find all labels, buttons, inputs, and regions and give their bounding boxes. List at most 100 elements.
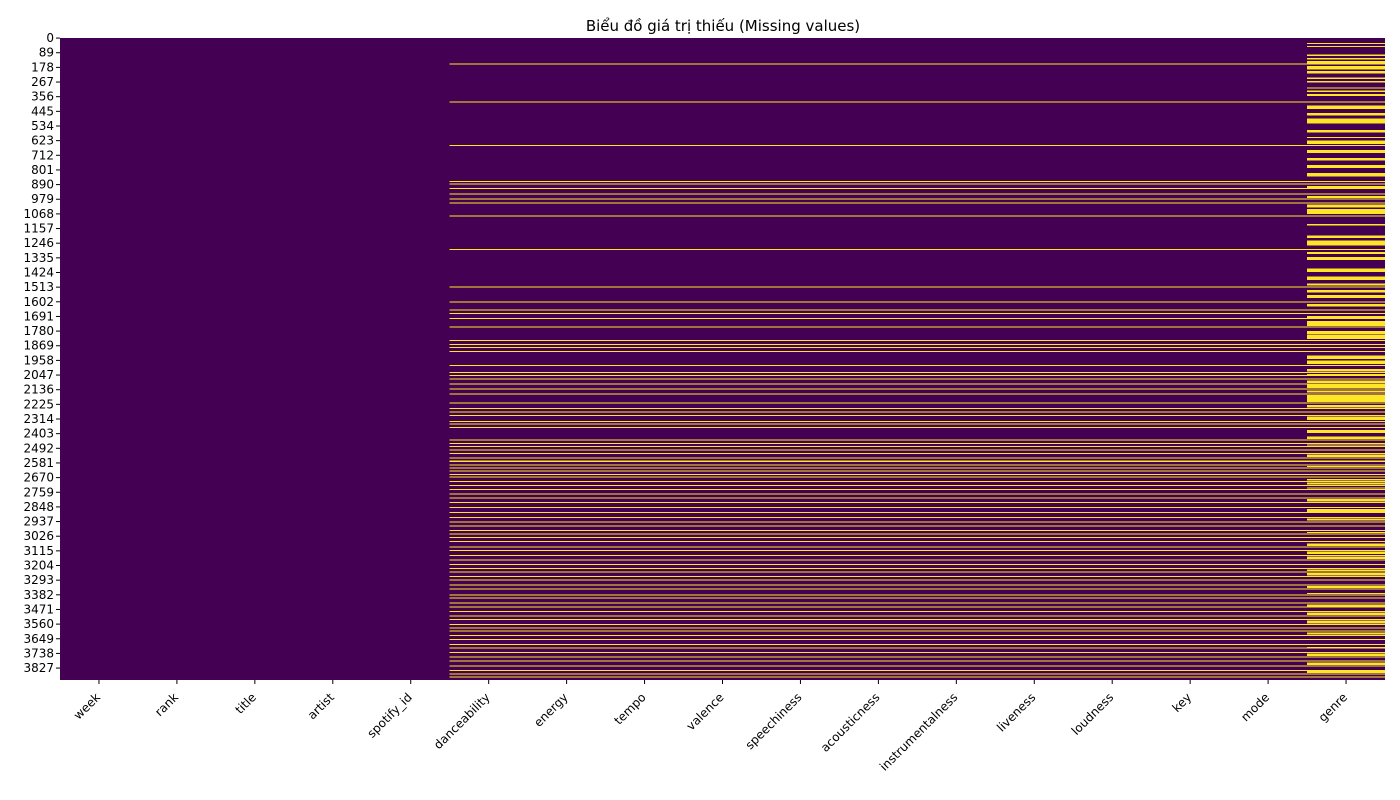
missing-band-audio-features [449, 414, 1385, 416]
missing-band-audio-features [449, 507, 1385, 509]
y-tick-label: 1513 [23, 280, 54, 294]
missing-band-audio-features [449, 427, 1385, 429]
y-tick-label: 3649 [23, 632, 54, 646]
missing-band-genre [1307, 604, 1385, 607]
missing-band-genre [1307, 405, 1385, 408]
missing-band-genre [1307, 224, 1385, 226]
missing-band-audio-features [449, 350, 1385, 352]
missing-band-genre [1307, 380, 1385, 383]
missing-band-genre [1307, 444, 1385, 446]
x-axis: week rank title artist spotify_id danceabilit… [71, 680, 1350, 774]
y-tick-label: 2492 [23, 441, 54, 455]
missing-band-genre [1307, 235, 1385, 239]
x-tick-label-tempo: tempo [611, 690, 648, 727]
missing-band-genre [1307, 93, 1385, 96]
missing-band-genre [1307, 416, 1385, 420]
missing-band-audio-features [449, 393, 1385, 395]
y-tick-label: 2848 [23, 500, 54, 514]
missing-band-genre [1307, 289, 1385, 293]
missing-band-audio-features [449, 340, 1385, 342]
missing-band-genre [1307, 670, 1385, 674]
x-tick-label-week: week [71, 690, 103, 722]
missing-band-genre [1307, 240, 1385, 246]
missing-band-audio-features [449, 423, 1385, 425]
missing-band-audio-features [449, 493, 1385, 495]
x-tick-label-spotify-id: spotify_id [364, 690, 414, 740]
missing-band-audio-features [449, 638, 1385, 640]
missing-band-audio-features [449, 579, 1385, 581]
x-tick-label-title: title [232, 690, 258, 716]
missing-band-genre [1307, 140, 1385, 145]
y-tick-label: 2403 [23, 427, 54, 441]
missing-band-audio-features [449, 402, 1385, 404]
y-tick-label: 3115 [23, 544, 54, 558]
missing-band-audio-features [449, 180, 1385, 182]
missing-band-genre [1307, 65, 1385, 70]
missing-band-genre [1307, 54, 1385, 56]
missing-band-audio-features [449, 193, 1385, 195]
missing-band-genre [1307, 479, 1385, 481]
y-tick-label: 2314 [23, 412, 54, 426]
missing-band-audio-features [449, 512, 1385, 514]
missing-band-genre [1307, 543, 1385, 546]
y-tick-label: 178 [31, 60, 54, 74]
x-tick-label-acousticness: acousticness [818, 690, 883, 755]
missing-band-genre [1307, 586, 1385, 589]
missing-band-genre [1307, 355, 1385, 359]
missing-band-audio-features [449, 383, 1385, 385]
missing-band-audio-features [449, 63, 1385, 65]
missing-band-genre [1307, 331, 1385, 335]
missing-band-genre [1307, 45, 1385, 47]
y-tick-label: 0 [46, 31, 54, 45]
y-tick-label: 1157 [23, 222, 54, 236]
missing-band-genre [1307, 118, 1385, 124]
missing-band-genre [1307, 508, 1385, 512]
missing-band-audio-features [449, 630, 1385, 632]
missing-band-genre [1307, 57, 1385, 60]
missing-band-genre [1307, 487, 1385, 489]
missing-band-genre [1307, 209, 1385, 215]
missing-band-genre [1307, 373, 1385, 375]
y-tick-label: 623 [31, 134, 54, 148]
missing-band-audio-features [449, 647, 1385, 649]
y-tick-label: 2225 [23, 397, 54, 411]
missing-band-audio-features [449, 249, 1385, 251]
missing-band-audio-features [449, 611, 1385, 613]
x-tick-label-key: key [1170, 690, 1195, 715]
missing-band-audio-features [449, 540, 1385, 542]
missing-band-genre [1307, 454, 1385, 457]
missing-band-audio-features [449, 656, 1385, 658]
missing-band-audio-features [449, 568, 1385, 570]
missing-band-audio-features [449, 529, 1385, 531]
x-tick-label-rank: rank [152, 690, 181, 719]
missing-band-genre [1307, 390, 1385, 393]
y-tick-label: 1068 [23, 207, 54, 221]
missing-band-genre [1307, 256, 1385, 261]
missing-band-genre [1307, 186, 1385, 189]
missing-band-audio-features [449, 665, 1385, 667]
y-tick-label: 3738 [23, 646, 54, 660]
missing-band-audio-features [449, 464, 1385, 466]
missing-band-audio-features [449, 344, 1385, 346]
missing-band-genre [1307, 164, 1385, 169]
missing-band-genre [1307, 149, 1385, 154]
missing-band-genre [1307, 316, 1385, 318]
missing-band-audio-features [449, 371, 1385, 373]
missing-band-genre [1307, 429, 1385, 434]
missing-band-audio-features [449, 484, 1385, 486]
missing-band-genre [1307, 482, 1385, 485]
missing-band-genre [1307, 662, 1385, 666]
missing-band-genre [1307, 158, 1385, 161]
missing-band-genre [1307, 276, 1385, 280]
missing-band-genre [1307, 268, 1385, 272]
x-tick-label-energy: energy [531, 690, 570, 729]
missing-band-genre [1307, 569, 1385, 572]
y-tick-label: 1869 [23, 339, 54, 353]
y-tick-label: 3382 [23, 588, 54, 602]
missing-band-audio-features [449, 549, 1385, 551]
missing-band-genre [1307, 395, 1385, 402]
x-tick-label-liveness: liveness [994, 690, 1038, 734]
missing-band-audio-features [449, 559, 1385, 561]
missing-band-audio-features [449, 198, 1385, 200]
